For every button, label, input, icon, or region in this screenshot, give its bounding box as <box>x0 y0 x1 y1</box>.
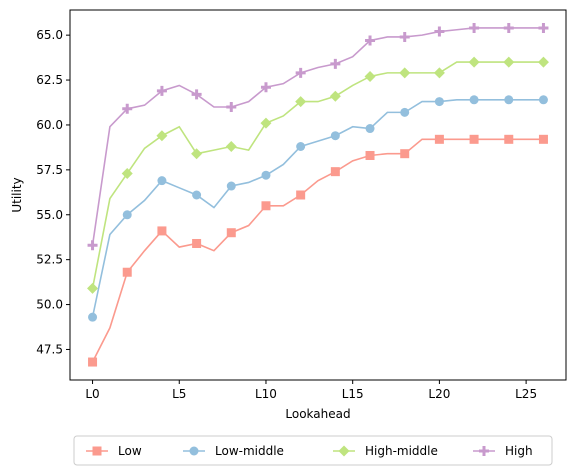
data-point <box>400 107 410 117</box>
data-point <box>261 170 271 180</box>
legend-label: Low-middle <box>215 444 284 458</box>
data-point <box>330 58 341 69</box>
data-point <box>88 357 98 367</box>
data-point <box>434 134 444 144</box>
data-point <box>295 96 307 108</box>
data-point <box>434 97 444 107</box>
legend-entry: Low <box>86 444 142 458</box>
data-point <box>469 22 480 33</box>
data-point <box>225 141 237 153</box>
data-point <box>469 95 479 105</box>
data-point <box>88 312 98 322</box>
data-point <box>433 67 445 79</box>
data-point <box>504 95 514 105</box>
data-point <box>260 82 271 93</box>
data-point <box>192 190 202 200</box>
data-point <box>538 95 548 105</box>
legend-marker <box>189 446 199 456</box>
data-point <box>329 90 341 102</box>
y-tick-label: 50.0 <box>36 298 63 312</box>
data-point <box>156 85 167 96</box>
legend-entry: High-middle <box>333 444 438 458</box>
y-tick-label: 62.5 <box>36 73 63 87</box>
legend-entry: High <box>473 444 533 458</box>
y-axis-title: Utility <box>10 177 24 212</box>
data-point <box>365 150 375 160</box>
data-point <box>503 22 514 33</box>
series-line <box>91 61 544 289</box>
y-tick-label: 52.5 <box>36 253 63 267</box>
series-low-middle <box>88 95 548 322</box>
series-layer <box>87 22 549 367</box>
x-tick-label: L25 <box>515 387 537 401</box>
legend-label: High-middle <box>365 444 438 458</box>
legend-label: Low <box>118 444 142 458</box>
data-point <box>537 56 549 68</box>
data-point <box>260 117 272 129</box>
data-point <box>330 131 340 141</box>
legend-frame <box>73 435 553 466</box>
data-point <box>400 149 410 159</box>
data-point <box>192 238 202 248</box>
series-low <box>88 134 548 367</box>
data-point <box>226 181 236 191</box>
data-point <box>296 142 306 152</box>
y-tick-label: 65.0 <box>36 28 63 42</box>
data-point <box>122 103 133 114</box>
legend-marker <box>92 446 102 456</box>
x-tick-label: L15 <box>342 387 364 401</box>
legend: Low Low-middle High-middle High <box>73 435 553 466</box>
data-point <box>365 124 375 134</box>
data-point <box>226 101 237 112</box>
x-tick-label: L10 <box>255 387 277 401</box>
y-tick-label: 57.5 <box>36 163 63 177</box>
data-point <box>122 210 132 220</box>
data-point <box>157 226 167 236</box>
data-point <box>469 134 479 144</box>
legend-marker <box>479 446 489 456</box>
data-point <box>538 22 549 33</box>
data-point <box>261 201 271 211</box>
data-point <box>399 31 410 42</box>
data-point <box>468 56 480 68</box>
x-tick-label: L0 <box>85 387 99 401</box>
x-tick-label: L20 <box>428 387 450 401</box>
data-point <box>191 89 202 100</box>
data-point <box>503 56 515 68</box>
data-point <box>156 130 168 142</box>
data-point <box>295 67 306 78</box>
series-high <box>87 22 549 251</box>
data-point <box>365 35 376 46</box>
x-tick-label: L5 <box>172 387 186 401</box>
data-point <box>330 167 340 177</box>
data-point <box>226 228 236 238</box>
y-tick-label: 47.5 <box>36 342 63 356</box>
data-point <box>399 67 411 79</box>
series-line <box>91 99 544 318</box>
data-point <box>122 267 132 277</box>
data-point <box>121 167 133 179</box>
legend-entry: Low-middle <box>183 444 284 458</box>
y-tick-label: 60.0 <box>36 118 63 132</box>
series-line <box>91 27 544 246</box>
data-point <box>538 134 548 144</box>
data-point <box>87 240 98 251</box>
data-point <box>157 176 167 186</box>
y-tick-label: 55.0 <box>36 208 63 222</box>
legend-label: High <box>505 444 533 458</box>
x-axis: L0 L5 L10 L15 L20 L25 <box>85 380 537 401</box>
series-high-middle <box>87 56 549 294</box>
data-point <box>364 70 376 82</box>
data-point <box>504 134 514 144</box>
x-axis-title: Lookahead <box>285 407 350 421</box>
plot-frame <box>69 9 567 381</box>
data-point <box>191 148 203 160</box>
legend-marker <box>338 445 350 457</box>
data-point <box>434 26 445 37</box>
y-axis: 47.5 50.0 52.5 55.0 57.5 60.0 62.5 65.0 <box>36 28 70 356</box>
series-line <box>91 138 544 363</box>
data-point <box>87 282 99 294</box>
data-point <box>296 190 306 200</box>
